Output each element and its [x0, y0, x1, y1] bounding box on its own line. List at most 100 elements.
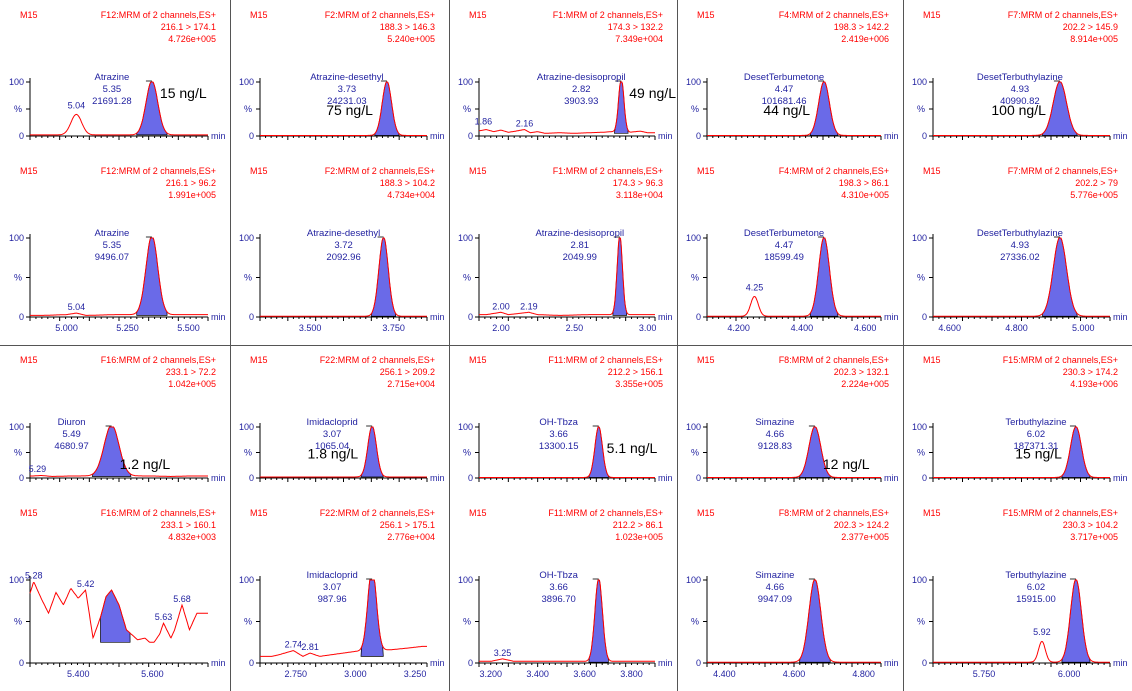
- y-tick-label: 100: [9, 233, 24, 243]
- function-title: F11:MRM of 2 channels,ES+: [548, 508, 663, 518]
- chromatogram-trace: [260, 237, 427, 317]
- transition-label: 174.3 > 96.3: [613, 178, 663, 188]
- x-tick-label: 5.750: [973, 669, 996, 679]
- x-unit-label: min: [430, 473, 445, 483]
- function-title: F16:MRM of 2 channels,ES+: [101, 355, 216, 365]
- y-tick-label: 0: [696, 658, 701, 668]
- peak-label: 2.00: [492, 301, 510, 311]
- peak-label: 5.92: [1033, 627, 1051, 637]
- panel-label: M15: [20, 355, 38, 365]
- y-tick-label: 100: [239, 77, 254, 87]
- intensity-label: 2.715e+004: [387, 379, 435, 389]
- peak-area: 9128.83: [758, 441, 792, 452]
- y-tick-label: 0: [249, 131, 254, 141]
- y-tick-label: 0: [922, 312, 927, 322]
- peak-area: 40990.82: [1000, 96, 1040, 107]
- compound-name: Atrazine-desethyl: [310, 72, 383, 83]
- x-tick-label: 4.200: [727, 323, 750, 333]
- retention-time: 3.66: [549, 429, 568, 440]
- retention-time: 6.02: [1027, 429, 1046, 440]
- x-unit-label: min: [1113, 473, 1128, 483]
- y-tick-label: %: [917, 448, 925, 458]
- x-tick-label: 3.200: [479, 669, 502, 679]
- y-tick-label: %: [917, 104, 925, 114]
- compound-name: Atrazine-desethyl: [307, 228, 380, 239]
- panel-label: M15: [469, 355, 487, 365]
- panel-label: M15: [250, 508, 268, 518]
- x-tick-label: 4.600: [783, 669, 806, 679]
- y-tick-label: %: [691, 273, 699, 283]
- intensity-label: 5.776e+005: [1070, 190, 1118, 200]
- chromatogram-svg: M15 F8:MRM of 2 channels,ES+ 202.3 > 124.2…: [686, 508, 899, 679]
- compound-name: DesetTerbuthylazine: [977, 228, 1063, 239]
- x-unit-label: min: [1113, 658, 1128, 668]
- y-tick-label: 100: [686, 422, 701, 432]
- function-title: F7:MRM of 2 channels,ES+: [1008, 166, 1118, 176]
- peak-area: 2092.96: [326, 252, 360, 263]
- retention-time: 3.07: [323, 582, 342, 593]
- y-tick-label: 0: [249, 473, 254, 483]
- peak-label: 2.74: [285, 640, 303, 650]
- intensity-label: 8.914e+005: [1070, 34, 1118, 44]
- y-tick-label: %: [244, 617, 252, 627]
- transition-label: 212.2 > 86.1: [613, 520, 663, 530]
- peak-fill: [360, 579, 384, 657]
- peak-label: 2.81: [301, 642, 319, 652]
- compound-name: DesetTerbumetone: [744, 228, 824, 239]
- y-tick-label: %: [691, 448, 699, 458]
- y-tick-label: %: [463, 448, 471, 458]
- retention-time: 4.66: [766, 582, 785, 593]
- y-tick-label: 0: [696, 473, 701, 483]
- function-title: F11:MRM of 2 channels,ES+: [548, 355, 663, 365]
- panel-label: M15: [923, 10, 941, 20]
- concentration-label: 5.1 ng/L: [607, 440, 658, 456]
- peak-fill: [374, 81, 400, 136]
- peak-label: 5.29: [29, 464, 47, 474]
- intensity-label: 4.193e+006: [1070, 379, 1118, 389]
- peak-label: 5.28: [25, 571, 43, 581]
- chromatogram-svg: M15 F7:MRM of 2 channels,ES+ 202.2 > 79 5.7…: [912, 166, 1128, 333]
- peak-label: 1.86: [475, 116, 493, 126]
- panel-label: M15: [250, 355, 268, 365]
- peak-fill: [371, 237, 397, 317]
- intensity-label: 1.023e+005: [615, 532, 663, 542]
- x-unit-label: min: [211, 658, 226, 668]
- chromatogram-trace: [260, 426, 427, 478]
- chromatogram-panel: M15 F2:MRM of 2 channels,ES+ 188.3 > 104.2…: [230, 156, 449, 345]
- peak-area: 27336.02: [1000, 252, 1040, 263]
- function-title: F12:MRM of 2 channels,ES+: [101, 166, 216, 176]
- y-tick-label: 0: [468, 473, 473, 483]
- x-tick-label: 3.250: [404, 669, 427, 679]
- retention-time: 3.07: [323, 429, 342, 440]
- y-tick-label: %: [917, 273, 925, 283]
- transition-label: 202.2 > 145.9: [1063, 22, 1118, 32]
- concentration-label: 1.2 ng/L: [120, 456, 171, 472]
- x-unit-label: min: [658, 658, 673, 668]
- function-title: F22:MRM of 2 channels,ES+: [320, 355, 435, 365]
- peak-area: 15915.00: [1016, 594, 1056, 605]
- chromatogram-svg: M15 F12:MRM of 2 channels,ES+ 216.1 > 174.…: [9, 10, 226, 141]
- x-unit-label: min: [658, 312, 673, 322]
- x-tick-label: 3.000: [344, 669, 367, 679]
- chromatogram-svg: M15 F11:MRM of 2 channels,ES+ 212.2 > 156.…: [458, 355, 673, 483]
- x-tick-label: 3.00: [639, 323, 657, 333]
- chromatogram-panel: M15 F11:MRM of 2 channels,ES+ 212.2 > 156.…: [449, 345, 677, 498]
- panel-label: M15: [20, 166, 38, 176]
- concentration-label: 100 ng/L: [991, 102, 1046, 118]
- function-title: F1:MRM of 2 channels,ES+: [553, 10, 663, 20]
- y-tick-label: 100: [458, 422, 473, 432]
- chromatogram-panel: M15 F8:MRM of 2 channels,ES+ 202.3 > 132.1…: [677, 345, 903, 498]
- retention-time: 3.72: [334, 240, 353, 251]
- panel-label: M15: [697, 355, 715, 365]
- intensity-label: 1.991e+005: [168, 190, 216, 200]
- chromatogram-trace: [30, 81, 208, 136]
- x-tick-label: 5.600: [141, 669, 164, 679]
- transition-label: 256.1 > 209.2: [380, 367, 435, 377]
- peak-area: 9947.09: [758, 594, 792, 605]
- chromatogram-svg: M15 F15:MRM of 2 channels,ES+ 230.3 > 104.…: [912, 508, 1128, 679]
- y-tick-label: %: [691, 104, 699, 114]
- x-tick-label: 4.400: [713, 669, 736, 679]
- x-tick-label: 5.500: [177, 323, 200, 333]
- chromatogram-panel: M15 F2:MRM of 2 channels,ES+ 188.3 > 146.3…: [230, 0, 449, 156]
- function-title: F8:MRM of 2 channels,ES+: [779, 508, 889, 518]
